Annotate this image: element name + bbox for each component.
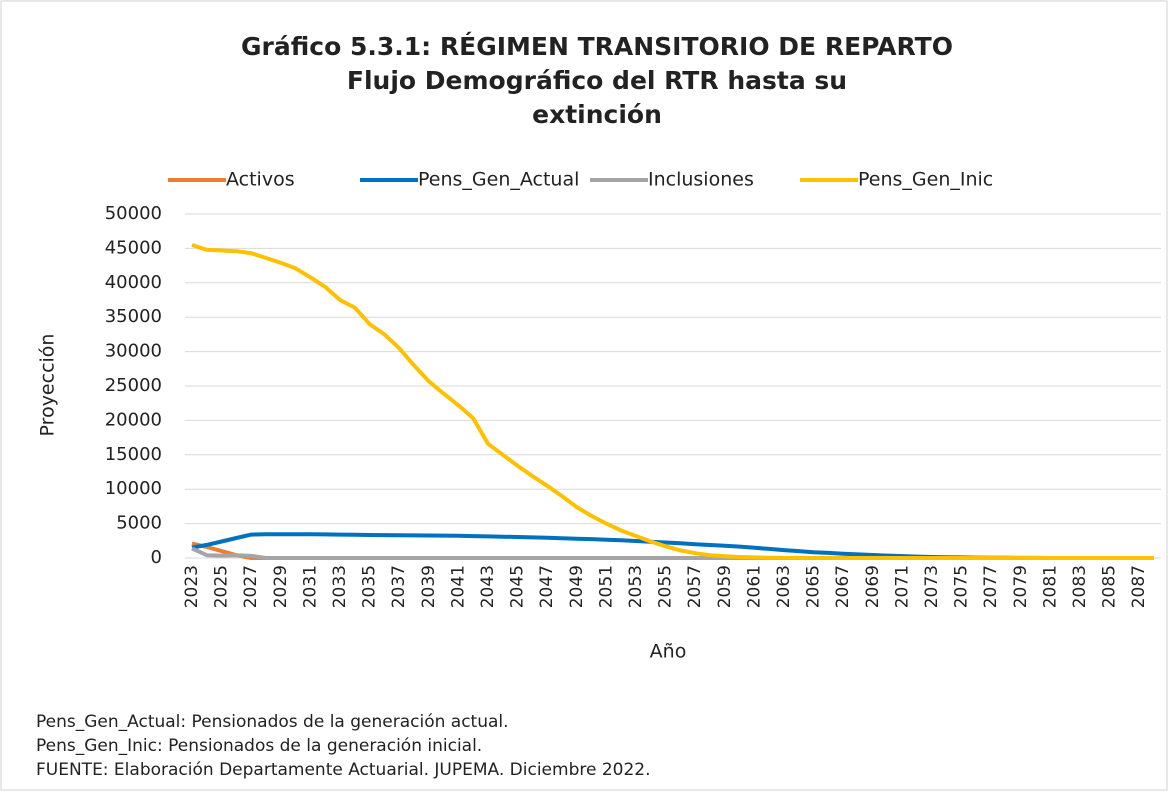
x-axis-label: Año (650, 641, 687, 663)
x-tick-label: 2071 (892, 565, 912, 608)
legend-label: Pens_Gen_Actual (418, 169, 579, 191)
x-tick-label: 2043 (478, 565, 498, 608)
x-tick-label: 2051 (596, 565, 616, 608)
x-tick-label: 2087 (1129, 565, 1149, 608)
x-tick-label: 2031 (300, 565, 320, 608)
y-tick-label: 20000 (105, 409, 162, 430)
x-tick-label: 2073 (922, 565, 942, 608)
x-tick-label: 2045 (508, 565, 528, 608)
x-tick-label: 2035 (360, 565, 380, 608)
x-tick-label: 2025 (212, 565, 232, 608)
x-tick-label: 2083 (1070, 565, 1090, 608)
x-tick-label: 2039 (419, 565, 439, 608)
y-tick-label: 5000 (116, 513, 162, 534)
x-tick-label: 2033 (330, 565, 350, 608)
series-line (191, 243, 1154, 560)
y-axis-label: Proyección (37, 334, 59, 437)
x-tick-label: 2061 (744, 565, 764, 608)
x-tick-label: 2077 (981, 565, 1001, 608)
chart-title: Gráfico 5.3.1: RÉGIMEN TRANSITORIO DE RE… (241, 32, 953, 61)
x-tick-label: 2065 (804, 565, 824, 608)
x-tick-label: 2081 (1040, 565, 1060, 608)
x-tick-label: 2029 (271, 565, 291, 608)
y-tick-label: 50000 (105, 203, 162, 224)
y-tick-label: 45000 (105, 237, 162, 258)
x-tick-label: 2067 (833, 565, 853, 608)
footnote: FUENTE: Elaboración Departamente Actuari… (36, 760, 651, 780)
y-tick-label: 10000 (105, 478, 162, 499)
x-tick-label: 2079 (1011, 565, 1031, 608)
chart-title: extinción (532, 100, 662, 129)
x-tick-label: 2049 (567, 565, 587, 608)
x-tick-label: 2037 (389, 565, 409, 608)
x-tick-label: 2041 (448, 565, 468, 608)
x-tick-label: 2023 (182, 565, 202, 608)
legend-label: Inclusiones (648, 169, 754, 191)
x-tick-label: 2057 (685, 565, 705, 608)
footnote: Pens_Gen_Actual: Pensionados de la gener… (36, 712, 509, 732)
y-tick-label: 25000 (105, 375, 162, 396)
y-tick-label: 40000 (105, 272, 162, 293)
x-tick-label: 2075 (952, 565, 972, 608)
x-tick-label: 2063 (774, 565, 794, 608)
legend-label: Pens_Gen_Inic (858, 169, 993, 191)
legend-label: Activos (226, 169, 295, 191)
x-tick-label: 2027 (241, 565, 261, 608)
x-tick-label: 2047 (537, 565, 557, 608)
y-tick-label: 15000 (105, 444, 162, 465)
footnote: Pens_Gen_Inic: Pensionados de la generac… (36, 736, 482, 756)
x-tick-label: 2059 (715, 565, 735, 608)
x-tick-label: 2053 (626, 565, 646, 608)
x-tick-label: 2055 (656, 565, 676, 608)
chart-title: Flujo Demográfico del RTR hasta su (347, 66, 847, 95)
y-tick-label: 0 (151, 547, 162, 568)
x-tick-label: 2085 (1100, 565, 1120, 608)
y-tick-label: 30000 (105, 341, 162, 362)
x-tick-label: 2069 (863, 565, 883, 608)
y-tick-label: 35000 (105, 306, 162, 327)
